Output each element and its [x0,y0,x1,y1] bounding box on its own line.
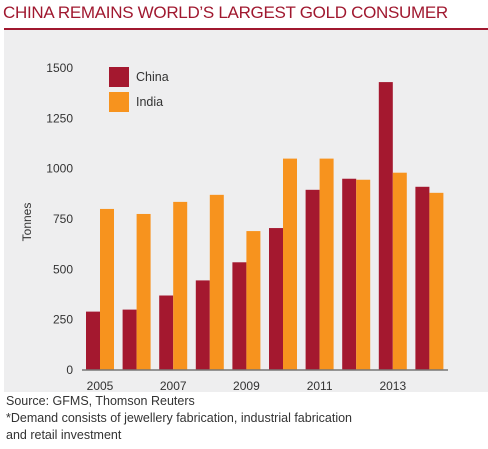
bar-china-2014 [415,186,430,370]
legend-swatch-china [109,67,129,87]
bar-india-2007 [173,201,188,370]
title-rule [4,28,488,30]
y-tick-label: 500 [53,262,73,276]
bar-china-2008 [195,280,210,370]
bar-china-2005 [86,311,100,370]
y-tick-label: 1250 [46,111,73,125]
y-tick-label: 250 [53,313,73,327]
bar-china-2013 [378,82,393,371]
bar-china-2010 [269,228,283,370]
bar-india-2014 [429,192,444,370]
chart-title: CHINA REMAINS WORLD’S LARGEST GOLD CONSU… [3,3,448,22]
footnote-line-2: and retail investment [6,428,122,442]
bar-china-2006 [122,309,137,370]
bar-india-2008 [209,194,224,370]
bar-india-2005 [100,208,114,370]
bar-india-2013 [392,172,407,370]
bar-china-2007 [159,295,174,370]
y-tick-label: 1500 [46,61,73,75]
y-tick-label: 0 [66,363,73,377]
bar-india-2011 [319,158,334,370]
x-tick-label: 2005 [87,379,114,393]
bar-india-2009 [246,231,261,370]
footnote-line-1: *Demand consists of jewellery fabricatio… [6,411,352,425]
legend-label-china: China [136,70,169,84]
x-tick-label: 2009 [233,379,260,393]
bar-china-2012 [342,178,357,370]
x-tick-label: 2007 [160,379,187,393]
bar-india-2010 [283,158,297,370]
x-tick-label: 2011 [307,379,333,393]
bar-china-2011 [305,189,320,370]
x-tick-label: 2013 [379,379,406,393]
source-note: Source: GFMS, Thomson Reuters [6,394,195,408]
y-tick-label: 750 [53,212,73,226]
bar-india-2006 [136,213,151,370]
y-axis-label: Tonnes [20,203,34,242]
bar-india-2012 [356,179,371,370]
y-tick-label: 1000 [46,162,73,176]
legend-swatch-india [109,92,129,112]
legend-label-india: India [136,95,163,109]
bar-china-2009 [232,262,247,370]
